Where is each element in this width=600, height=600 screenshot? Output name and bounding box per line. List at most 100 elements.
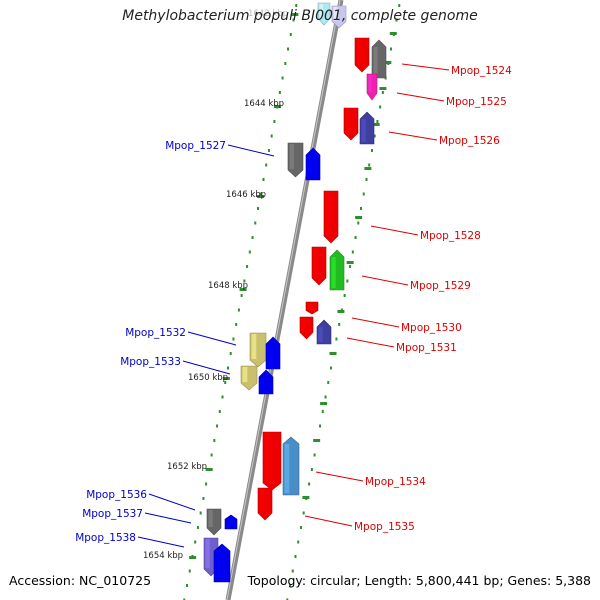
gene-arrow-highlight	[226, 519, 231, 527]
scale-tick-dot	[213, 439, 216, 442]
scale-label: 1652 kbp	[167, 462, 207, 472]
scale-tick-dot	[257, 207, 260, 210]
scale-tick-dot	[373, 134, 376, 138]
scale-tick-dot	[265, 163, 268, 167]
gene-arrow-highlight	[267, 344, 272, 367]
genome-backbone	[225, 0, 344, 600]
forward-gene-label: Mpop_1525	[446, 96, 507, 108]
scale-label: 1642 kbp	[248, 9, 288, 19]
scale-tick-dot	[210, 453, 213, 457]
scale-tick-dot	[398, 4, 401, 7]
forward-gene-label: Mpop_1526	[439, 135, 500, 147]
scale-tick-dot	[183, 598, 186, 600]
scale-tick-dot	[224, 381, 227, 384]
scale-tick-dot	[186, 584, 189, 587]
scale-tick-dot	[395, 18, 398, 22]
forward-gene-label: Mpop_1534	[365, 476, 426, 488]
scale-major-tick	[239, 288, 247, 291]
scale-tick-dot	[302, 511, 305, 515]
reverse-leader-line	[227, 144, 275, 157]
scale-tick-dot	[254, 221, 257, 225]
scale-tick-dot	[226, 366, 229, 370]
scale-major-tick	[291, 13, 299, 16]
gene-arrow-highlight	[368, 75, 372, 92]
scale-major-tick	[379, 87, 387, 90]
forward-gene-label: Mpop_1529	[410, 280, 471, 292]
forward-leader-line	[370, 225, 419, 236]
scale-tick-dot	[319, 424, 322, 428]
scale-tick-dot	[273, 120, 276, 123]
scale-tick-dot	[229, 352, 232, 355]
gene-arrow-highlight	[373, 47, 378, 76]
scale-label: 1644 kbp	[244, 99, 284, 109]
scale-tick-dot	[286, 598, 289, 600]
scale-tick-dot	[259, 192, 262, 196]
scale-tick-dot	[310, 468, 313, 471]
forward-gene-label: Mpop_1530	[401, 322, 462, 334]
scale-tick-dot	[362, 192, 365, 196]
scale-tick-dot	[270, 134, 273, 138]
scale-tick-dot	[297, 540, 300, 544]
gene-arrow-highlight	[215, 551, 221, 580]
scale-major-tick	[205, 468, 213, 471]
gene-arrow-highlight	[301, 318, 306, 332]
gene-arrow-highlight	[260, 377, 265, 392]
scale-tick-dot	[349, 265, 352, 268]
gene-arrow-highlight	[284, 444, 290, 493]
scale-tick-dot	[360, 207, 363, 210]
forward-leader-line	[361, 275, 409, 286]
scale-label: 1654 kbp	[143, 551, 183, 561]
scale-major-tick	[222, 377, 230, 380]
scale-major-tick	[389, 32, 397, 35]
scale-tick-dot	[240, 294, 243, 297]
forward-leader-line	[396, 92, 445, 102]
scale-tick-dot	[313, 453, 316, 457]
scale-tick-dot	[284, 62, 287, 65]
reverse-leader-line	[137, 536, 185, 548]
gene-arrow-highlight	[251, 334, 257, 359]
scale-tick-dot	[343, 294, 346, 297]
scale-major-tick	[320, 402, 328, 405]
gene-arrow-highlight	[319, 4, 324, 18]
reverse-gene-label: Mpop_1537	[82, 508, 143, 520]
reverse-gene-label: Mpop_1538	[75, 532, 136, 544]
scale-tick-dot	[235, 323, 238, 326]
scale-tick-dot	[346, 279, 349, 283]
scale-tick-dot	[354, 236, 357, 239]
scale-major-tick	[302, 496, 310, 499]
gene-arrow-highlight	[345, 109, 350, 132]
scale-tick-dot	[248, 250, 251, 254]
scale-tick-dot	[335, 337, 338, 341]
scale-label: 1650 kbp	[188, 373, 228, 383]
scale-tick-dot	[351, 250, 354, 254]
scale-tick-dot	[294, 555, 297, 558]
reverse-leader-line	[144, 512, 192, 524]
forward-leader-line	[388, 131, 438, 141]
gene-arrow-highlight	[361, 119, 366, 142]
scale-ticks	[183, 4, 401, 600]
reverse-leader-line	[148, 493, 196, 511]
gene-arrow-highlight	[242, 367, 248, 382]
scale-major-tick	[274, 105, 282, 108]
reverse-gene-label: Mpop_1536	[86, 489, 147, 501]
scale-tick-dot	[327, 381, 330, 384]
reverse-leader-line	[187, 331, 237, 346]
scale-tick-dot	[338, 323, 341, 326]
scale-tick-dot	[365, 178, 368, 181]
reverse-gene-label: Mpop_1532	[125, 327, 186, 339]
scale-tick-dot	[218, 410, 221, 413]
scale-major-tick	[257, 195, 265, 198]
scale-major-tick	[364, 167, 372, 170]
forward-gene-label: Mpop_1535	[354, 521, 415, 533]
forward-leader-line	[401, 63, 450, 71]
feature-labels: 1642 kbp 1644 kbp 1646 kbp 1648 kbp 1650 kbp…	[75, 9, 512, 561]
scale-major-tick	[329, 352, 337, 355]
reverse-leader-line	[182, 360, 231, 375]
scale-tick-dot	[199, 511, 202, 515]
gene-arrow-highlight	[289, 144, 294, 169]
label-leader-lines	[137, 63, 450, 548]
scale-tick-dot	[278, 91, 281, 94]
forward-gene-label: Mpop_1524	[451, 65, 512, 77]
scale-tick-dot	[329, 366, 332, 370]
